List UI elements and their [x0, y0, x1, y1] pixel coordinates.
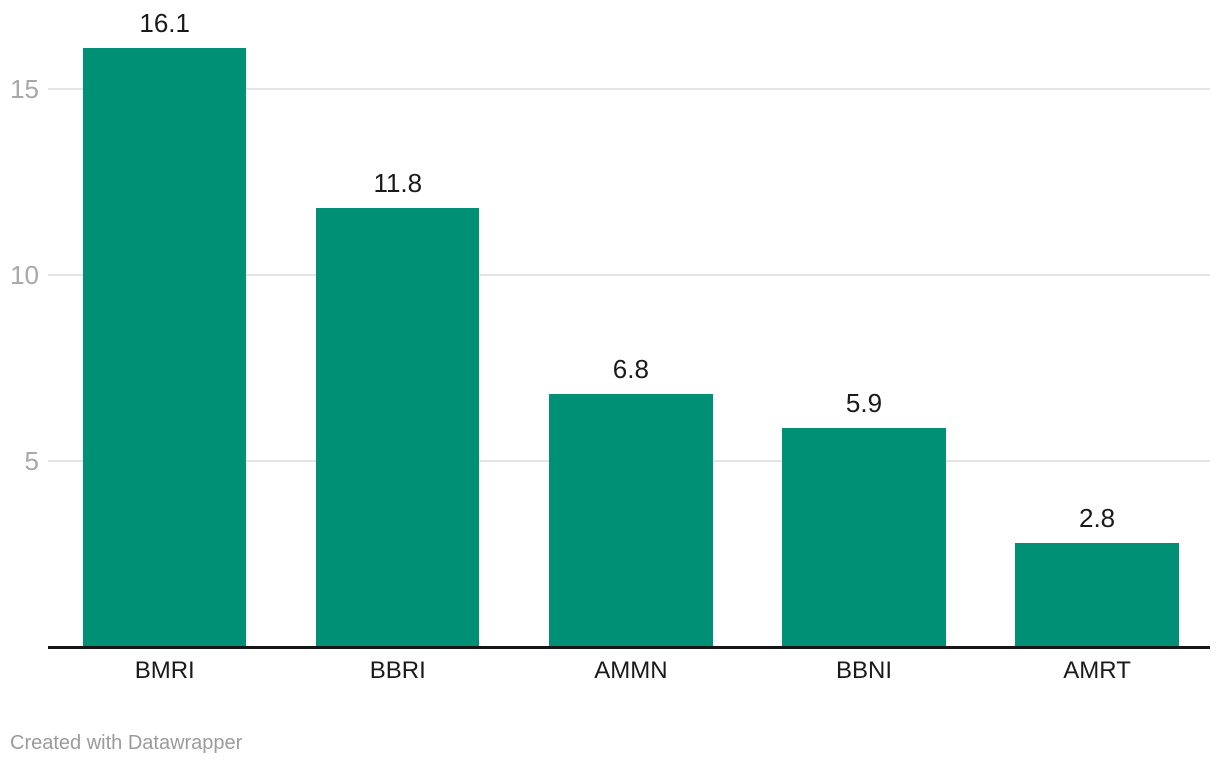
value-label: 11.8 [373, 168, 423, 199]
category-label: AMRT [1063, 657, 1131, 684]
y-tick-label: 10 [10, 260, 39, 290]
y-tick-label: 15 [10, 74, 39, 104]
category-label: BMRI [134, 657, 195, 684]
bar-bbni [782, 427, 946, 647]
value-label: 5.9 [845, 387, 883, 418]
gridline [48, 274, 1210, 276]
gridline [48, 88, 1210, 90]
bar-bmri [83, 48, 247, 647]
x-axis-line [48, 646, 1210, 649]
value-label: 16.1 [139, 8, 190, 39]
category-label: BBRI [369, 657, 426, 684]
bar-ammn [549, 394, 713, 647]
category-label: BBNI [835, 657, 892, 684]
datawrapper-credit-link[interactable]: Created with Datawrapper [10, 732, 243, 754]
value-label: 6.8 [612, 354, 649, 385]
y-tick-label: 5 [24, 446, 39, 476]
bar-amrt [1015, 542, 1179, 647]
category-label: AMMN [594, 657, 668, 684]
bar-bbri [316, 208, 480, 647]
value-label: 2.8 [1079, 502, 1116, 533]
